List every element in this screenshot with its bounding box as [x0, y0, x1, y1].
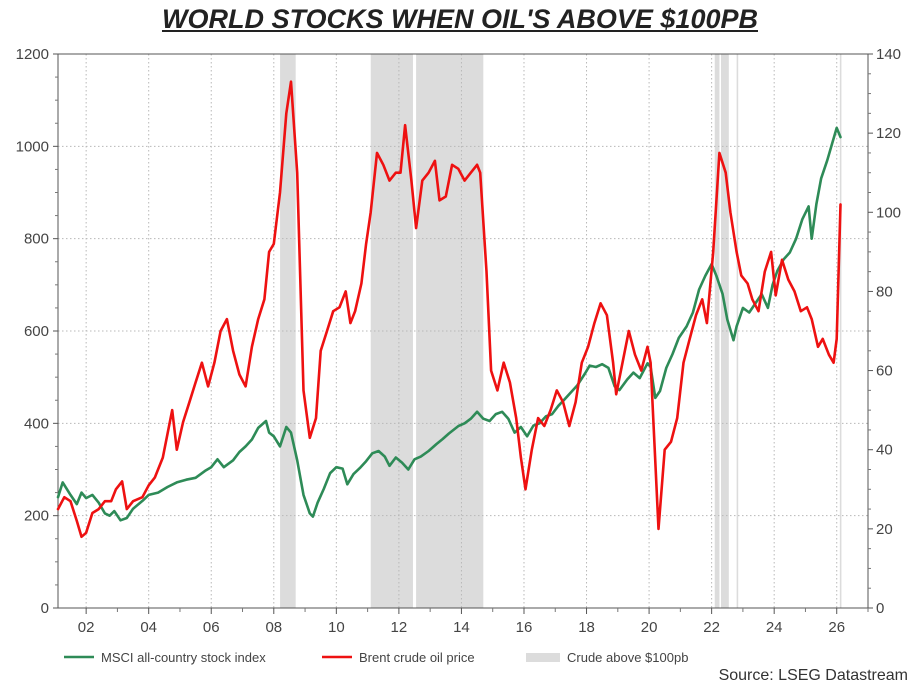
shaded-period — [736, 54, 739, 608]
y-right-tick-label: 140 — [876, 46, 901, 63]
series-lines — [56, 80, 842, 539]
x-tick-label: 18 — [578, 619, 595, 636]
legend-label: Crude above $100pb — [567, 650, 688, 665]
shaded-period — [370, 54, 413, 608]
x-tick-label: 24 — [766, 619, 783, 636]
shaded-period — [280, 54, 296, 608]
legend-swatch — [526, 653, 560, 662]
x-tick-label: 04 — [140, 619, 157, 636]
y-left-tick-label: 800 — [24, 231, 49, 248]
y-left-tick-label: 1000 — [16, 138, 49, 155]
y-right-tick-label: 60 — [876, 363, 893, 380]
x-tick-label: 02 — [78, 619, 95, 636]
y-right-tick-label: 120 — [876, 125, 901, 142]
legend: MSCI all-country stock index Brent crude … — [64, 650, 688, 665]
y-right-tick-label: 100 — [876, 204, 901, 221]
shaded-period — [714, 54, 720, 608]
y-left-tick-label: 1200 — [16, 46, 49, 63]
y-left-tick-label: 400 — [24, 415, 49, 432]
x-tick-label: 20 — [641, 619, 658, 636]
series-line — [56, 80, 842, 539]
x-tick-label: 16 — [516, 619, 533, 636]
y-left-tick-label: 200 — [24, 508, 49, 525]
y-right-tick-label: 40 — [876, 442, 893, 459]
legend-label: Brent crude oil price — [359, 650, 475, 665]
y-right-tick-label: 0 — [876, 600, 884, 617]
x-tick-label: 22 — [703, 619, 720, 636]
source-note: Source: LSEG Datastream — [718, 667, 908, 684]
axes: 0200400600800100012000204060801001201400… — [16, 46, 901, 636]
y-left-tick-label: 0 — [41, 600, 49, 617]
x-tick-label: 12 — [391, 619, 408, 636]
x-tick-label: 06 — [203, 619, 220, 636]
chart-title: WORLD STOCKS WHEN OIL'S ABOVE $100PB — [161, 4, 758, 34]
x-tick-label: 14 — [453, 619, 470, 636]
shaded-period — [721, 54, 729, 608]
shaded-period — [839, 54, 842, 608]
x-tick-label: 08 — [265, 619, 282, 636]
series-line — [56, 126, 842, 522]
shaded-periods — [280, 54, 842, 608]
x-tick-label: 10 — [328, 619, 345, 636]
legend-label: MSCI all-country stock index — [101, 650, 266, 665]
y-right-tick-label: 20 — [876, 521, 893, 538]
x-tick-label: 26 — [828, 619, 845, 636]
y-left-tick-label: 600 — [24, 323, 49, 340]
y-right-tick-label: 80 — [876, 283, 893, 300]
